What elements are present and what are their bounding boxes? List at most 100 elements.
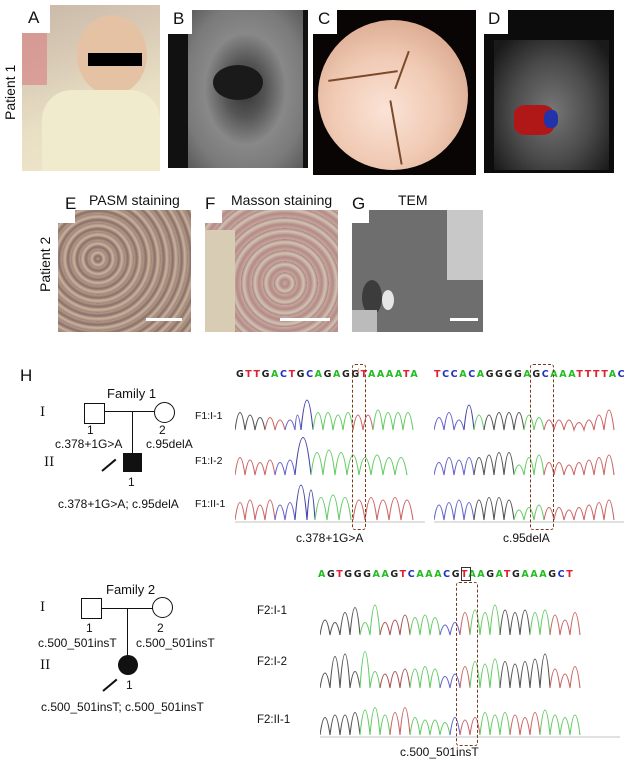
scale-bar: [146, 318, 182, 321]
row-label-patient-1: Patient 1: [2, 64, 18, 120]
sequence-base: C: [306, 369, 315, 380]
mother-variant: c.500_501insT: [136, 636, 215, 650]
sequence-base: A: [523, 369, 533, 380]
sequence-base: A: [434, 569, 444, 580]
descent-line: [132, 411, 134, 454]
proband-variant: c.500_501insT; c.500_501insT: [41, 700, 204, 714]
chromatogram-family-2: [320, 604, 620, 738]
panel-g-tem: [352, 210, 483, 332]
sequence-base: A: [608, 369, 618, 380]
panel-d-echocardiogram: [484, 10, 614, 173]
trace-label: F1:II-1: [195, 498, 226, 510]
sequence-base: G: [261, 369, 272, 380]
sequence-base: A: [459, 369, 469, 380]
sequence-base: A: [425, 569, 435, 580]
sequence-base: G: [390, 569, 400, 580]
sequence-base: T: [593, 369, 602, 380]
sequence-base: G: [548, 569, 558, 580]
sequence-base: C: [407, 569, 417, 580]
sequence-base: A: [476, 369, 486, 380]
panel-label-b: B: [173, 9, 185, 28]
sequence-base: C: [617, 369, 625, 380]
sequence-base: A: [410, 369, 420, 380]
sequence-base: G: [326, 569, 337, 580]
generation-label-i: I: [40, 600, 46, 615]
sequence-base: T: [576, 369, 585, 380]
sequence-base: T: [601, 369, 609, 380]
sequence-base: G: [353, 569, 364, 580]
inserted-base-box: [461, 567, 471, 581]
trace-label: F2:II-1: [257, 714, 291, 726]
panel-e-pasm-staining: [58, 210, 191, 332]
sequence-base: A: [559, 369, 569, 380]
sequence-base: A: [539, 569, 549, 580]
father-variant: c.500_501insT: [38, 636, 117, 650]
sequence-base: A: [271, 369, 280, 380]
panel-label-h: H: [20, 366, 33, 385]
marriage-line: [105, 411, 154, 413]
sequence-base: G: [504, 369, 514, 380]
variant-highlight-box: [530, 364, 554, 530]
sequence-base: G: [486, 569, 496, 580]
sequence-base: C: [541, 369, 551, 380]
family-1-sequence-left: GTTGACTGCAGAGGTAAAATA: [236, 369, 419, 380]
panel-e-title: PASM staining: [89, 192, 180, 208]
sequence-base: T: [245, 369, 254, 380]
panel-a-photo: [22, 5, 160, 171]
sequence-base: A: [376, 369, 386, 380]
row-label-patient-2: Patient 2: [37, 236, 53, 292]
sequence-base: A: [530, 569, 540, 580]
sequence-base: T: [584, 369, 594, 380]
eye-mask-bar: [88, 53, 142, 66]
generation-label-ii: II: [44, 455, 55, 470]
sequence-base: A: [468, 569, 478, 580]
panel-label-f: F: [205, 194, 216, 213]
trace-label: F2:I-2: [257, 656, 288, 668]
panel-c-skull-ct: [313, 10, 476, 175]
panel-b-ultrasound: [168, 10, 308, 168]
family-2-sequence: AGTGGGAAGTCAAACGTAAGATGAAAGCT: [318, 569, 574, 580]
mother-number: 2: [157, 621, 164, 635]
descent-line: [127, 608, 129, 658]
caption-c500-501inst: c.500_501insT: [400, 745, 479, 759]
sequence-base: A: [367, 369, 377, 380]
proband-number: 1: [128, 475, 135, 489]
sequence-base: A: [416, 569, 426, 580]
sequence-base: G: [511, 569, 522, 580]
sequence-base: C: [468, 369, 477, 380]
father-number: 1: [86, 621, 93, 635]
father-number: 1: [87, 423, 94, 437]
panel-label-e: E: [65, 194, 77, 213]
sequence-base: G: [451, 569, 461, 580]
panel-label-c: C: [318, 9, 331, 28]
caption-c95dela: c.95delA: [503, 531, 550, 545]
proband-arrow-icon: [102, 678, 118, 692]
mother-variant: c.95delA: [146, 437, 193, 451]
sequence-base: T: [399, 569, 408, 580]
proband-number: 1: [126, 678, 133, 692]
sequence-base: A: [521, 569, 531, 580]
sequence-base: G: [351, 369, 361, 380]
sequence-base: T: [460, 569, 469, 580]
family-2-title: Family 2: [106, 582, 156, 597]
sequence-base: G: [363, 569, 373, 580]
sequence-base: C: [442, 369, 451, 380]
proband-arrow-icon: [101, 458, 117, 472]
sequence-base: A: [477, 569, 487, 580]
trace-label: F1:I-2: [195, 455, 223, 467]
sequence-base: G: [513, 369, 524, 380]
chromatogram-family-1-right: [434, 404, 624, 523]
sequence-base: A: [568, 369, 577, 380]
chromatogram-family-1-left: [235, 399, 425, 523]
sequence-base: A: [318, 569, 327, 580]
sequence-base: T: [336, 569, 345, 580]
variant-highlight-box: [456, 582, 478, 746]
trace-label: F1:I-1: [195, 410, 223, 422]
scale-bar: [450, 318, 478, 321]
sequence-base: G: [296, 369, 307, 380]
variant-highlight-box: [352, 364, 366, 530]
sequence-base: T: [434, 369, 443, 380]
panel-g-title: TEM: [398, 192, 428, 208]
sequence-base: C: [280, 369, 289, 380]
father-symbol-square: [81, 598, 102, 619]
